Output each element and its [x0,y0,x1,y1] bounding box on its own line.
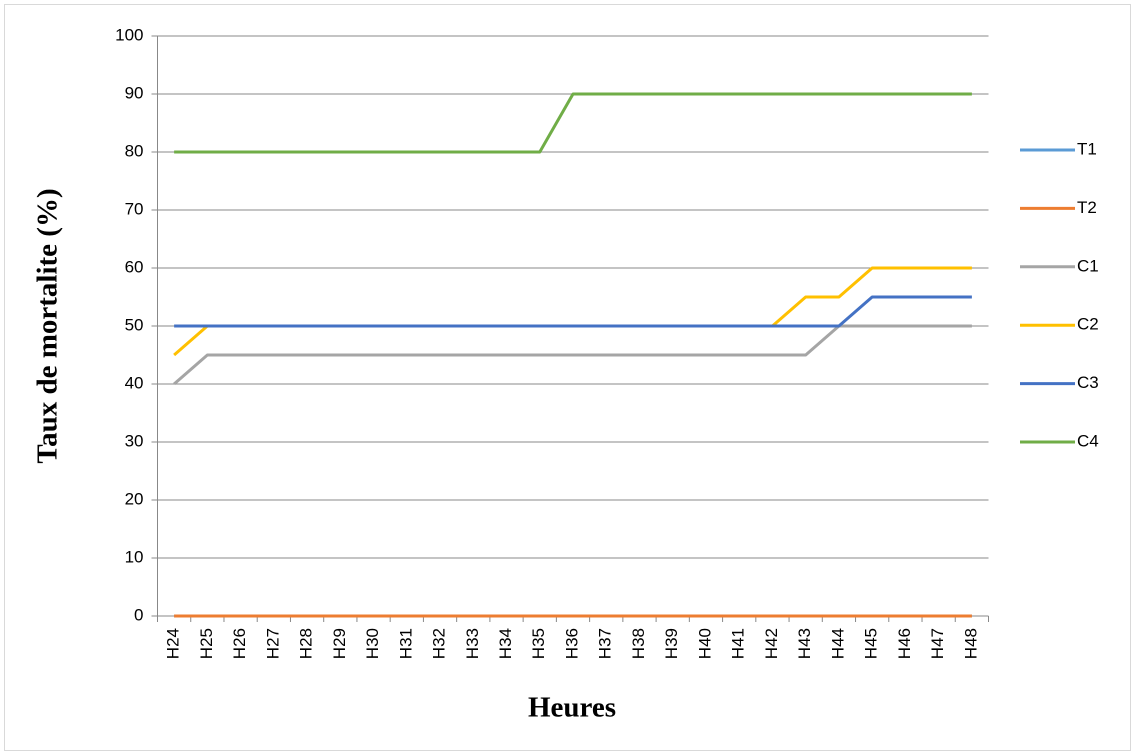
x-tick-label: H32 [430,628,449,659]
x-tick-label: H25 [197,628,216,659]
x-tick-label: H36 [562,628,581,659]
x-tick-label: H44 [828,628,847,659]
x-tick-label: H43 [795,628,814,659]
line-series [174,92,972,154]
x-tick-label: H46 [895,628,914,659]
y-tick-label: 50 [125,315,144,334]
x-tick-label: H28 [297,628,316,659]
y-tick-label: 10 [125,547,144,566]
x-tick-label: H29 [330,628,349,659]
legend-label: C4 [1077,431,1099,450]
legend-label: C3 [1077,373,1099,392]
y-tick-label: 0 [134,605,143,624]
y-tick-label: 40 [125,373,144,392]
x-axis-title: Heures [528,692,616,724]
line-series [174,295,972,328]
x-tick-label: H45 [862,628,881,659]
x-tick-label: H41 [729,628,748,659]
x-tick-label: H24 [164,628,183,659]
chart-border [4,4,1131,751]
x-tick-label: H27 [263,628,282,659]
x-tick-label: H40 [695,628,714,659]
y-axis-title: Taux de mortalite (%) [32,188,64,463]
y-tick-label: 100 [115,25,143,44]
legend-label: C1 [1077,256,1099,275]
x-tick-label: H35 [529,628,548,659]
y-tick-label: 30 [125,431,144,450]
legend-label: T1 [1077,139,1097,158]
x-tick-label: H34 [496,628,515,659]
legend-label: T2 [1077,198,1097,217]
x-tick-label: H48 [961,628,980,659]
y-tick-label: 60 [125,257,144,276]
legend-label: C2 [1077,315,1099,334]
x-tick-label: H47 [928,628,947,659]
x-tick-label: H42 [762,628,781,659]
x-tick-label: H38 [629,628,648,659]
x-tick-label: H26 [230,628,249,659]
x-tick-label: H33 [463,628,482,659]
y-tick-label: 70 [125,199,144,218]
x-tick-label: H37 [596,628,615,659]
y-tick-label: 80 [125,141,144,160]
x-tick-label: H39 [662,628,681,659]
x-tick-label: H30 [363,628,382,659]
y-tick-label: 90 [125,83,144,102]
y-tick-label: 20 [125,489,144,508]
x-tick-label: H31 [396,628,415,659]
